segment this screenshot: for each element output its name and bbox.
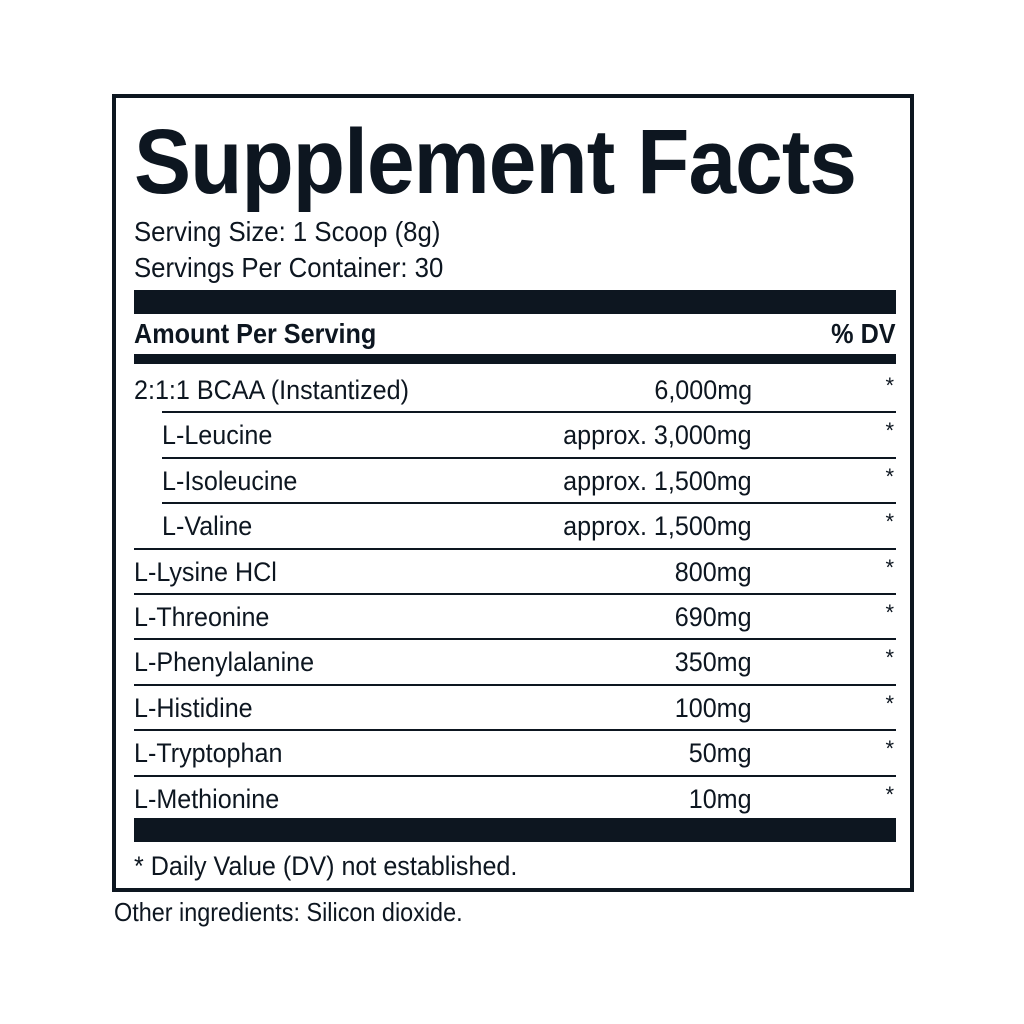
nutrient-dv: * [885,781,894,807]
nutrient-dv: * [885,418,894,444]
row-divider [134,547,896,550]
thick-divider-bottom [134,818,896,842]
nutrient-amount: 800mg [675,556,752,587]
servings-per-container: Servings Per Container: 30 [134,252,444,283]
row-divider [162,411,896,414]
nutrient-dv: * [885,599,894,625]
nutrient-table: 2:1:1 BCAA (Instantized) 6,000mg * L-Leu… [134,368,896,822]
table-row: L-Histidine 100mg * [134,686,896,732]
nutrient-name: L-Methionine [134,783,280,814]
nutrient-name: L-Valine [162,511,253,542]
table-row: L-Valine approx. 1,500mg * [134,504,896,550]
row-divider [134,638,896,641]
row-divider [162,502,896,505]
table-row: L-Leucine approx. 3,000mg * [134,413,896,459]
nutrient-name: L-Phenylalanine [134,647,315,678]
nutrient-amount: 100mg [675,692,752,723]
table-row: L-Lysine HCl 800mg * [134,550,896,595]
table-row: 2:1:1 BCAA (Instantized) 6,000mg * [134,368,896,414]
medium-divider [134,354,896,364]
table-row: L-Tryptophan 50mg * [134,731,896,777]
row-divider [134,683,896,686]
nutrient-amount: 690mg [675,601,752,632]
column-header: Amount Per Serving % DV [134,316,896,352]
thick-divider-top [134,290,896,314]
nutrient-name: L-Lysine HCl [134,556,277,587]
nutrient-name: L-Threonine [134,601,270,632]
nutrient-dv: * [885,736,894,762]
nutrient-amount: approx. 1,500mg [563,511,752,542]
row-divider [134,729,896,732]
serving-size: Serving Size: 1 Scoop (8g) [134,216,441,247]
supplement-facts-panel: Supplement Facts Serving Size: 1 Scoop (… [112,94,914,892]
dv-footnote: * Daily Value (DV) not established. [134,851,518,881]
nutrient-name: L-Isoleucine [162,465,298,496]
nutrient-dv: * [885,554,894,580]
nutrient-dv: * [885,645,894,671]
table-row: L-Threonine 690mg * [134,595,896,641]
nutrient-name: L-Leucine [162,420,273,451]
row-divider [162,456,896,459]
header-amount-per-serving: Amount Per Serving [134,318,377,349]
nutrient-amount: approx. 3,000mg [563,420,752,451]
nutrient-dv: * [885,690,894,716]
nutrient-amount: 50mg [689,738,752,769]
nutrient-amount: 6,000mg [654,375,752,405]
table-row: L-Isoleucine approx. 1,500mg * [134,459,896,505]
nutrient-name: L-Histidine [134,692,253,723]
nutrient-amount: approx. 1,500mg [563,465,752,496]
panel-title: Supplement Facts [134,111,857,213]
other-ingredients: Other ingredients: Silicon dioxide. [114,897,463,927]
nutrient-dv: * [885,509,894,535]
nutrient-dv: * [885,373,894,398]
table-row: L-Methionine 10mg * [134,777,896,822]
row-divider [134,774,896,777]
nutrient-amount: 350mg [675,647,752,678]
nutrient-name: 2:1:1 BCAA (Instantized) [134,375,409,405]
nutrient-dv: * [885,463,894,489]
table-row: L-Phenylalanine 350mg * [134,640,896,686]
header-percent-dv: % DV [831,318,896,349]
nutrient-name: L-Tryptophan [134,738,283,769]
nutrient-amount: 10mg [689,783,752,814]
row-divider [134,592,896,595]
